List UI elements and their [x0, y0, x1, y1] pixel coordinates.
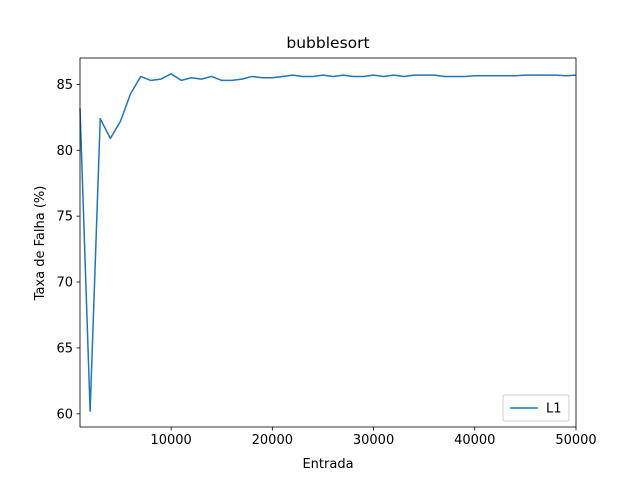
axes-frame — [79, 57, 577, 428]
y-tick-label: 70 — [56, 276, 73, 291]
y-tick-label: 75 — [56, 210, 73, 225]
chart-title: bubblesort — [286, 34, 369, 52]
y-axis-label: Taxa de Falha (%) — [33, 186, 48, 302]
axis-ticks: 10000 20000 30000 40000 50000 60 65 70 75 80 85 — [56, 78, 596, 448]
y-tick-label: 60 — [56, 407, 73, 422]
x-tick-label: 40000 — [454, 433, 495, 448]
series-line-l1 — [79, 73, 577, 412]
y-tick-label: 65 — [56, 341, 73, 356]
y-tick-label: 85 — [56, 78, 73, 93]
x-tick-label: 20000 — [252, 433, 293, 448]
legend-label-l1: L1 — [546, 402, 562, 417]
x-tick-label: 10000 — [150, 433, 191, 448]
x-tick-label: 50000 — [555, 433, 596, 448]
plot-area — [79, 57, 577, 428]
x-axis-label: Entrada — [302, 457, 353, 472]
legend: L1 — [502, 394, 570, 422]
y-tick-label: 80 — [56, 144, 73, 159]
x-tick-label: 30000 — [353, 433, 394, 448]
